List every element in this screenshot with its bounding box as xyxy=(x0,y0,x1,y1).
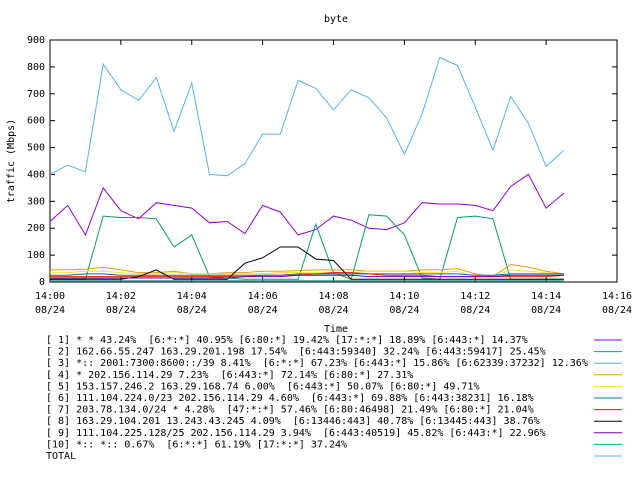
series-lines xyxy=(49,56,565,282)
x-tick-label-time: 14:04 xyxy=(177,291,207,302)
legend-label: [ 8] 163.29.104.201 13.243.43.245 4.09% … xyxy=(46,416,540,427)
x-tick-label-time: 14:06 xyxy=(248,291,278,302)
legend-label: [ 9] 111.104.225.128/25 202.156.114.29 3… xyxy=(46,428,546,439)
y-tick-label: 900 xyxy=(27,35,45,46)
series-line-8 xyxy=(50,246,564,280)
legend-label: [ 7] 203.78.134.0/24 * 4.28% [47:*:*] 57… xyxy=(46,405,534,416)
x-tick-label-date: 08/24 xyxy=(389,305,419,316)
series-line-1 xyxy=(49,173,565,237)
y-tick-label: 300 xyxy=(27,196,45,207)
y-tick-label: 500 xyxy=(27,143,45,154)
y-tick-label: 400 xyxy=(27,169,45,180)
x-tick-label-date: 08/24 xyxy=(177,305,207,316)
legend: [ 1] * * 43.24% [6:*:*] 40.95% [6:80:*] … xyxy=(46,335,622,462)
series-line-3 xyxy=(49,56,565,177)
x-tick-label-time: 14:10 xyxy=(389,291,419,302)
x-tick-label-date: 08/24 xyxy=(602,305,632,316)
x-tick-label-date: 08/24 xyxy=(318,305,348,316)
x-tick-label-date: 08/24 xyxy=(460,305,490,316)
y-tick-label: 0 xyxy=(39,277,45,288)
legend-label: [ 6] 111.104.224.0/23 202.156.114.29 4.6… xyxy=(46,393,534,404)
x-tick-label-date: 08/24 xyxy=(531,305,561,316)
legend-label: [ 2] 162.66.55.247 163.29.201.198 17.54%… xyxy=(46,347,546,358)
x-axis-label: Time xyxy=(324,324,348,335)
y-tick-label: 100 xyxy=(27,250,45,261)
x-tick-label-time: 14:16 xyxy=(602,291,632,302)
x-tick-label-time: 14:12 xyxy=(460,291,490,302)
legend-label: [ 3] *:: 2001:7300:8600::/39 8.41% [6:*:… xyxy=(46,358,588,369)
series-line-6 xyxy=(50,273,564,276)
series-line-9 xyxy=(50,274,564,279)
series-line-4 xyxy=(50,263,564,278)
x-tick-label-date: 08/24 xyxy=(106,305,136,316)
legend-label: [10] *:: *:: 0.67% [6:*:*] 61.19% [17:*:… xyxy=(46,439,347,450)
x-tick-label-time: 14:14 xyxy=(531,291,561,302)
x-tick-label-time: 14:02 xyxy=(106,291,136,302)
plot-border xyxy=(49,39,618,283)
y-tick-label: 600 xyxy=(27,116,45,127)
legend-label: TOTAL xyxy=(46,451,76,462)
legend-label: [ 4] * 202.156.114.29 7.23% [6:443:*] 72… xyxy=(46,370,413,381)
x-tick-label-time: 14:08 xyxy=(318,291,348,302)
chart-title: byte xyxy=(324,14,348,25)
legend-label: [ 5] 153.157.246.2 163.29.168.74 6.00% [… xyxy=(46,381,479,392)
y-axis-label: traffic (Mbps) xyxy=(6,119,17,203)
series-line-2 xyxy=(50,214,564,280)
x-tick-label-time: 14:00 xyxy=(35,291,65,302)
x-axis: 14:00 08/24 14:02 08/24 14:04 08/24 14:06 08/24… xyxy=(35,40,632,316)
x-tick-label-date: 08/24 xyxy=(248,305,278,316)
y-tick-label: 200 xyxy=(27,223,45,234)
y-tick-label: 700 xyxy=(27,89,45,100)
y-axis: 0 100 200 300 400 500 600 700 800 900 xyxy=(27,35,617,288)
legend-label: [ 1] * * 43.24% [6:*:*] 40.95% [6:80:*] … xyxy=(46,335,528,346)
y-tick-label: 800 xyxy=(27,62,45,73)
x-tick-label-date: 08/24 xyxy=(35,305,65,316)
